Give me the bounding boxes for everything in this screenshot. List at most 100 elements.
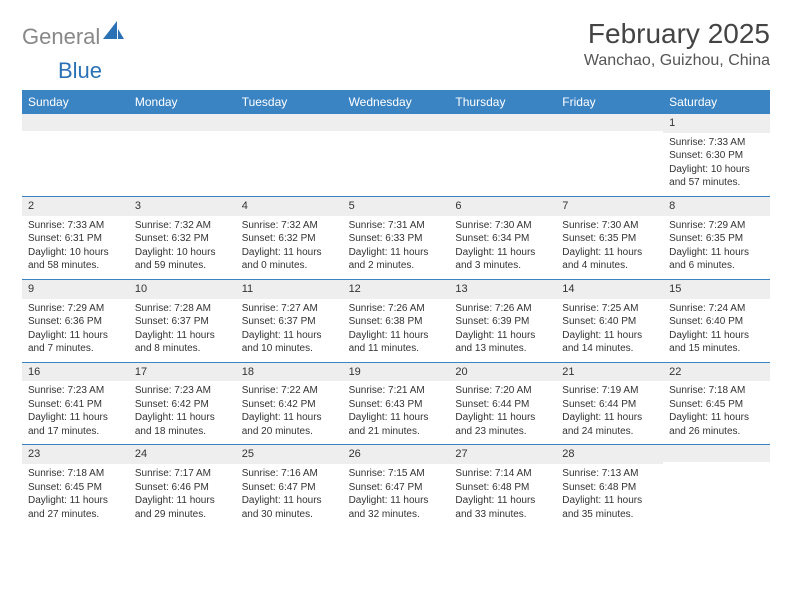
cell-body: Sunrise: 7:23 AMSunset: 6:41 PMDaylight:…	[22, 381, 129, 444]
calendar-cell: 6Sunrise: 7:30 AMSunset: 6:34 PMDaylight…	[449, 197, 556, 279]
sunset-text: Sunset: 6:41 PM	[28, 398, 123, 412]
calendar-cell: 28Sunrise: 7:13 AMSunset: 6:48 PMDayligh…	[556, 445, 663, 527]
cell-body: Sunrise: 7:17 AMSunset: 6:46 PMDaylight:…	[129, 464, 236, 527]
sunset-text: Sunset: 6:31 PM	[28, 232, 123, 246]
cell-body: Sunrise: 7:23 AMSunset: 6:42 PMDaylight:…	[129, 381, 236, 444]
sunrise-text: Sunrise: 7:29 AM	[669, 219, 764, 233]
day-number-row: 22	[663, 363, 770, 382]
sunrise-text: Sunrise: 7:26 AM	[455, 302, 550, 316]
day-number: 25	[242, 448, 254, 460]
day-number-row: 17	[129, 363, 236, 382]
cell-body	[129, 131, 236, 140]
daylight-text: Daylight: 11 hours and 20 minutes.	[242, 411, 337, 438]
daylight-text: Daylight: 10 hours and 58 minutes.	[28, 246, 123, 273]
daylight-text: Daylight: 11 hours and 11 minutes.	[349, 329, 444, 356]
cell-body: Sunrise: 7:26 AMSunset: 6:38 PMDaylight:…	[343, 299, 450, 362]
calendar-cell	[22, 114, 129, 196]
cell-body: Sunrise: 7:32 AMSunset: 6:32 PMDaylight:…	[129, 216, 236, 279]
logo-sail-icon	[103, 21, 125, 47]
logo-text-blue: Blue	[58, 58, 102, 83]
calendar-cell: 22Sunrise: 7:18 AMSunset: 6:45 PMDayligh…	[663, 363, 770, 445]
day-number: 26	[349, 448, 361, 460]
calendar-cell: 26Sunrise: 7:15 AMSunset: 6:47 PMDayligh…	[343, 445, 450, 527]
calendar-cell	[129, 114, 236, 196]
day-number-row	[236, 114, 343, 131]
calendar-cell	[449, 114, 556, 196]
cell-body	[343, 131, 450, 140]
calendar-cell: 23Sunrise: 7:18 AMSunset: 6:45 PMDayligh…	[22, 445, 129, 527]
daylight-text: Daylight: 11 hours and 3 minutes.	[455, 246, 550, 273]
cell-body: Sunrise: 7:26 AMSunset: 6:39 PMDaylight:…	[449, 299, 556, 362]
day-number-row: 14	[556, 280, 663, 299]
sunset-text: Sunset: 6:47 PM	[349, 481, 444, 495]
sunset-text: Sunset: 6:32 PM	[242, 232, 337, 246]
calendar-cell: 4Sunrise: 7:32 AMSunset: 6:32 PMDaylight…	[236, 197, 343, 279]
day-number: 7	[562, 200, 568, 212]
day-number-row: 26	[343, 445, 450, 464]
calendar-cell: 24 Sunrise: 7:17 AMSunset: 6:46 PMDayligh…	[129, 445, 236, 527]
sunrise-text: Sunrise: 7:23 AM	[135, 384, 230, 398]
calendar-week: 9Sunrise: 7:29 AMSunset: 6:36 PMDaylight…	[22, 280, 770, 363]
sunset-text: Sunset: 6:43 PM	[349, 398, 444, 412]
calendar-cell: 21 Sunrise: 7:19 AMSunset: 6:44 PMDayligh…	[556, 363, 663, 445]
daylight-text: Daylight: 11 hours and 4 minutes.	[562, 246, 657, 273]
sunset-text: Sunset: 6:35 PM	[669, 232, 764, 246]
daylight-text: Daylight: 11 hours and 6 minutes.	[669, 246, 764, 273]
day-number-row: 6	[449, 197, 556, 216]
calendar-cell: 14Sunrise: 7:25 AMSunset: 6:40 PMDayligh…	[556, 280, 663, 362]
day-number-row	[556, 114, 663, 131]
day-number: 21	[562, 366, 574, 378]
day-number: 20	[455, 366, 467, 378]
day-number-row: 2	[22, 197, 129, 216]
calendar-body: 1Sunrise: 7:33 AMSunset: 6:30 PMDaylight…	[22, 114, 770, 527]
day-number: 5	[349, 200, 355, 212]
sunrise-text: Sunrise: 7:24 AM	[669, 302, 764, 316]
day-number-row: 13	[449, 280, 556, 299]
sunrise-text: Sunrise: 7:30 AM	[455, 219, 550, 233]
page-title: February 2025	[584, 18, 770, 50]
cell-body: Sunrise: 7:22 AMSunset: 6:42 PMDaylight:…	[236, 381, 343, 444]
day-number: 28	[562, 448, 574, 460]
sunset-text: Sunset: 6:47 PM	[242, 481, 337, 495]
logo: General	[22, 18, 125, 50]
cell-body: Sunrise: 7:29 AMSunset: 6:36 PMDaylight:…	[22, 299, 129, 362]
sunset-text: Sunset: 6:46 PM	[135, 481, 230, 495]
daylight-text: Daylight: 11 hours and 10 minutes.	[242, 329, 337, 356]
cell-body: Sunrise: 7:18 AMSunset: 6:45 PMDaylight:…	[22, 464, 129, 527]
day-number-row: 1	[663, 114, 770, 133]
day-number: 24	[135, 448, 147, 460]
sunrise-text: Sunrise: 7:20 AM	[455, 384, 550, 398]
calendar-cell: 25Sunrise: 7:16 AMSunset: 6:47 PMDayligh…	[236, 445, 343, 527]
daylight-text: Daylight: 11 hours and 26 minutes.	[669, 411, 764, 438]
calendar-cell: 12Sunrise: 7:26 AMSunset: 6:38 PMDayligh…	[343, 280, 450, 362]
calendar-cell: 5Sunrise: 7:31 AMSunset: 6:33 PMDaylight…	[343, 197, 450, 279]
daylight-text: Daylight: 11 hours and 24 minutes.	[562, 411, 657, 438]
daylight-text: Daylight: 11 hours and 29 minutes.	[135, 494, 230, 521]
day-number: 19	[349, 366, 361, 378]
daylight-text: Daylight: 11 hours and 35 minutes.	[562, 494, 657, 521]
weekday-header: Tuesday	[236, 90, 343, 114]
cell-body	[663, 462, 770, 471]
sunrise-text: Sunrise: 7:32 AM	[242, 219, 337, 233]
cell-body: Sunrise: 7:28 AMSunset: 6:37 PMDaylight:…	[129, 299, 236, 362]
calendar-cell: 9Sunrise: 7:29 AMSunset: 6:36 PMDaylight…	[22, 280, 129, 362]
sunrise-text: Sunrise: 7:22 AM	[242, 384, 337, 398]
logo-text-general: General	[22, 24, 100, 50]
cell-body: Sunrise: 7:21 AMSunset: 6:43 PMDaylight:…	[343, 381, 450, 444]
day-number: 10	[135, 283, 147, 295]
calendar-cell: 10 Sunrise: 7:28 AMSunset: 6:37 PMDayligh…	[129, 280, 236, 362]
cell-body: Sunrise: 7:19 AMSunset: 6:44 PMDaylight:…	[556, 381, 663, 444]
calendar-cell: 19 Sunrise: 7:21 AMSunset: 6:43 PMDayligh…	[343, 363, 450, 445]
calendar-week: 23Sunrise: 7:18 AMSunset: 6:45 PMDayligh…	[22, 445, 770, 527]
day-number: 15	[669, 283, 681, 295]
day-number: 6	[455, 200, 461, 212]
sunrise-text: Sunrise: 7:25 AM	[562, 302, 657, 316]
daylight-text: Daylight: 10 hours and 59 minutes.	[135, 246, 230, 273]
calendar-cell	[343, 114, 450, 196]
sunrise-text: Sunrise: 7:26 AM	[349, 302, 444, 316]
sunrise-text: Sunrise: 7:28 AM	[135, 302, 230, 316]
sunset-text: Sunset: 6:44 PM	[562, 398, 657, 412]
day-number-row: 4	[236, 197, 343, 216]
day-number: 17	[135, 366, 147, 378]
day-number-row	[129, 114, 236, 131]
